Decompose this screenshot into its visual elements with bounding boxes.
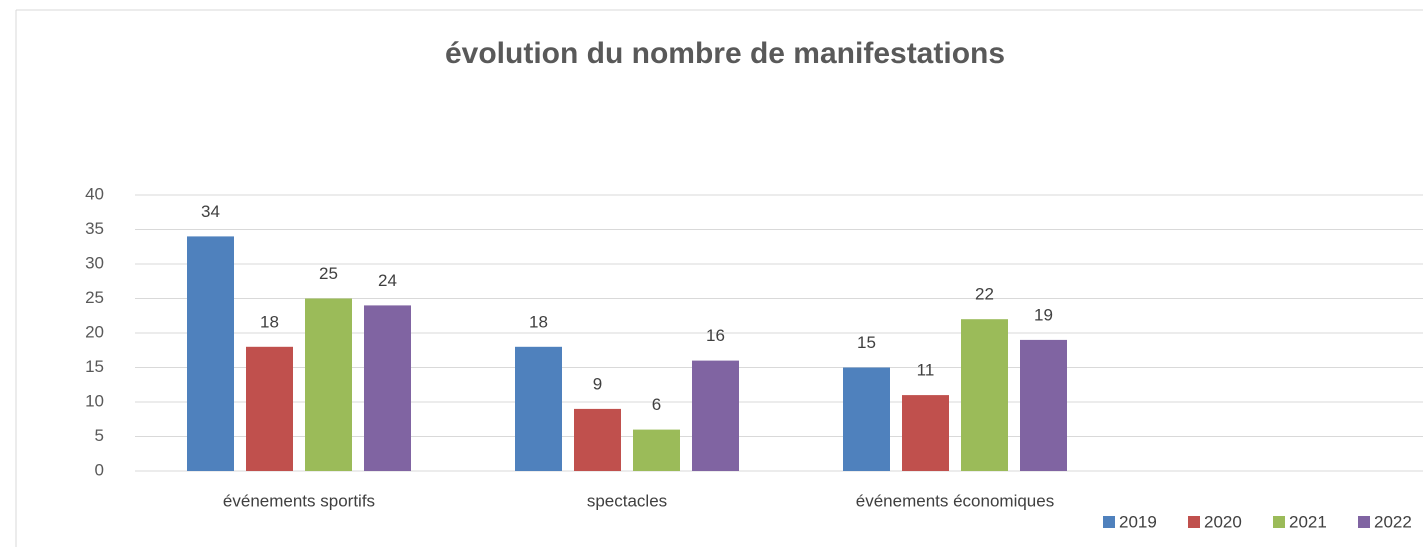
bar bbox=[246, 346, 293, 471]
bar bbox=[633, 429, 680, 471]
data-label: 25 bbox=[319, 264, 338, 283]
legend-label: 2021 bbox=[1289, 512, 1327, 531]
bar bbox=[961, 319, 1008, 471]
data-label: 24 bbox=[378, 271, 397, 290]
data-label: 15 bbox=[857, 333, 876, 352]
legend-swatch bbox=[1188, 516, 1200, 528]
bar bbox=[692, 360, 739, 471]
data-label: 18 bbox=[260, 312, 279, 331]
x-tick-label: événements économiques bbox=[856, 491, 1054, 510]
bar bbox=[843, 367, 890, 471]
y-tick-label: 30 bbox=[85, 253, 104, 272]
data-label: 19 bbox=[1034, 305, 1053, 324]
data-label: 9 bbox=[593, 374, 602, 393]
y-tick-label: 25 bbox=[85, 288, 104, 307]
data-label: 34 bbox=[201, 202, 220, 221]
data-label: 22 bbox=[975, 285, 994, 304]
bar bbox=[902, 395, 949, 471]
y-tick-label: 0 bbox=[95, 460, 104, 479]
legend-label: 2019 bbox=[1119, 512, 1157, 531]
data-label: 11 bbox=[917, 361, 935, 380]
legend-swatch bbox=[1358, 516, 1370, 528]
y-tick-label: 5 bbox=[95, 426, 104, 445]
bar bbox=[187, 236, 234, 471]
data-label: 16 bbox=[706, 326, 725, 345]
data-label: 6 bbox=[652, 395, 661, 414]
legend-label: 2020 bbox=[1204, 512, 1242, 531]
x-tick-label: spectacles bbox=[587, 491, 667, 510]
legend-swatch bbox=[1103, 516, 1115, 528]
bar bbox=[574, 408, 621, 471]
x-tick-label: événements sportifs bbox=[223, 491, 375, 510]
legend-label: 2022 bbox=[1374, 512, 1412, 531]
bar bbox=[1020, 339, 1067, 471]
bar bbox=[364, 305, 411, 471]
data-label: 18 bbox=[529, 312, 548, 331]
y-tick-label: 10 bbox=[85, 391, 104, 410]
y-tick-label: 35 bbox=[85, 219, 104, 238]
bar bbox=[305, 298, 352, 471]
chart-title: évolution du nombre de manifestations bbox=[445, 37, 1005, 70]
y-tick-label: 20 bbox=[85, 322, 104, 341]
y-tick-label: 15 bbox=[85, 357, 104, 376]
y-tick-label: 40 bbox=[85, 184, 104, 203]
bar bbox=[515, 346, 562, 471]
legend-swatch bbox=[1273, 516, 1285, 528]
